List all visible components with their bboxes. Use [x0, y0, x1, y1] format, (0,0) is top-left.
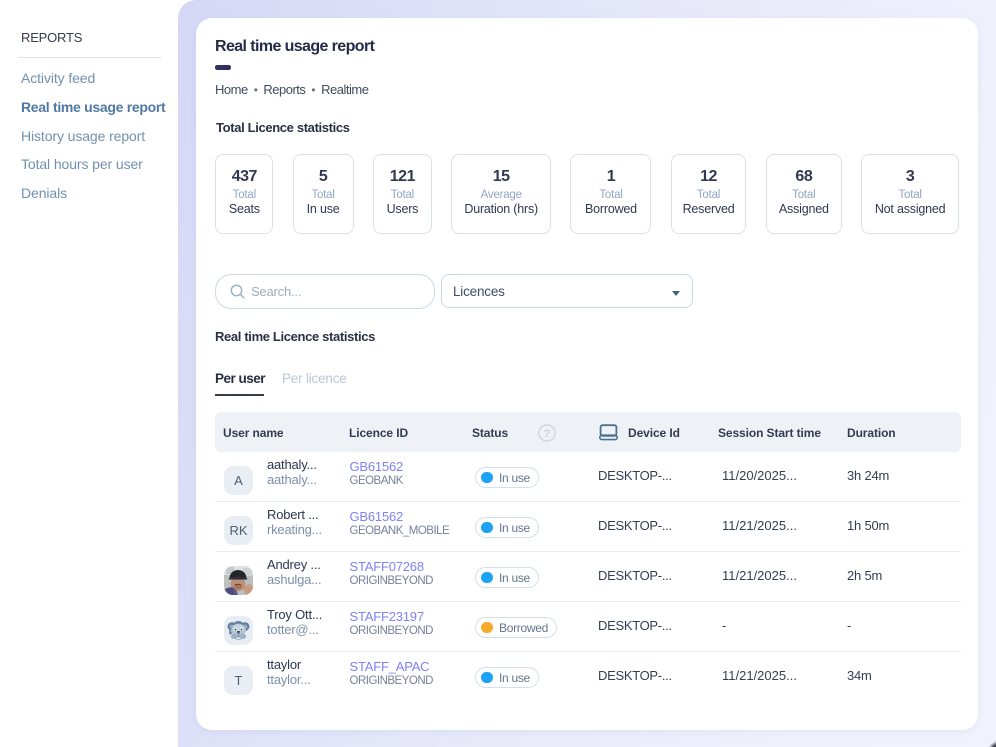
svg-text:?: ? — [544, 428, 551, 440]
